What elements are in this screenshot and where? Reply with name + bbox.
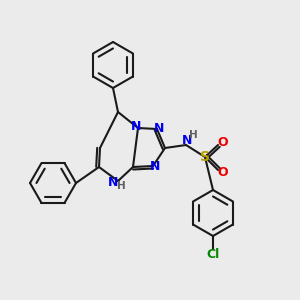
Text: O: O — [218, 136, 228, 149]
Text: H: H — [117, 181, 125, 191]
Text: Cl: Cl — [206, 248, 220, 262]
Text: N: N — [108, 176, 118, 188]
Text: S: S — [200, 150, 210, 164]
Text: N: N — [182, 134, 192, 146]
Text: N: N — [154, 122, 164, 134]
Text: N: N — [131, 121, 141, 134]
Text: O: O — [218, 166, 228, 178]
Text: H: H — [189, 130, 197, 140]
Text: N: N — [150, 160, 160, 173]
